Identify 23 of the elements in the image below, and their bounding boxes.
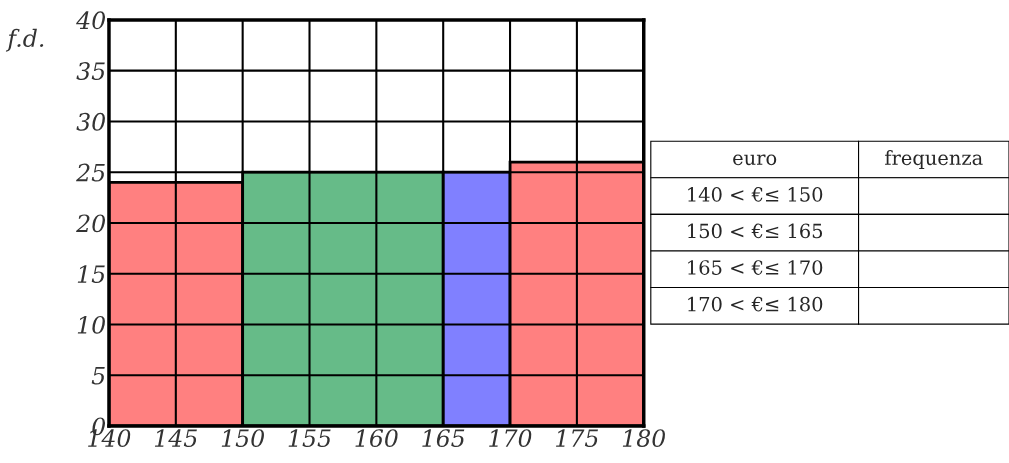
y-tick-label: 20: [76, 214, 105, 233]
y-tick-label: 35: [76, 62, 105, 80]
y-tick-label: 40: [76, 11, 105, 30]
x-tick-label: 170: [489, 429, 532, 448]
x-tick-label: 160: [355, 429, 398, 448]
y-tick-label: 5: [91, 366, 105, 385]
x-tick-label: 155: [288, 429, 331, 448]
y-tick-label: 25: [76, 163, 105, 182]
y-axis-title: f.d.: [5, 28, 44, 52]
x-tick-label: 175: [556, 429, 598, 448]
y-tick-label: 10: [77, 315, 105, 334]
text: frequenza: [885, 150, 983, 169]
x-tick-label: 150: [221, 429, 264, 448]
text: 140 < €≤ 150: [688, 187, 823, 202]
text: 165 < €≤ 170: [688, 260, 823, 275]
y-tick-label: 15: [77, 265, 105, 283]
y-tick-label: 30: [76, 112, 105, 131]
x-tick-label: 165: [422, 429, 465, 448]
text: 150 < €≤ 165: [688, 223, 823, 239]
x-tick-label: 145: [154, 429, 197, 448]
text: euro: [733, 154, 777, 166]
x-tick-label: 180: [622, 429, 666, 448]
text: 170 < €≤ 180: [688, 296, 823, 312]
